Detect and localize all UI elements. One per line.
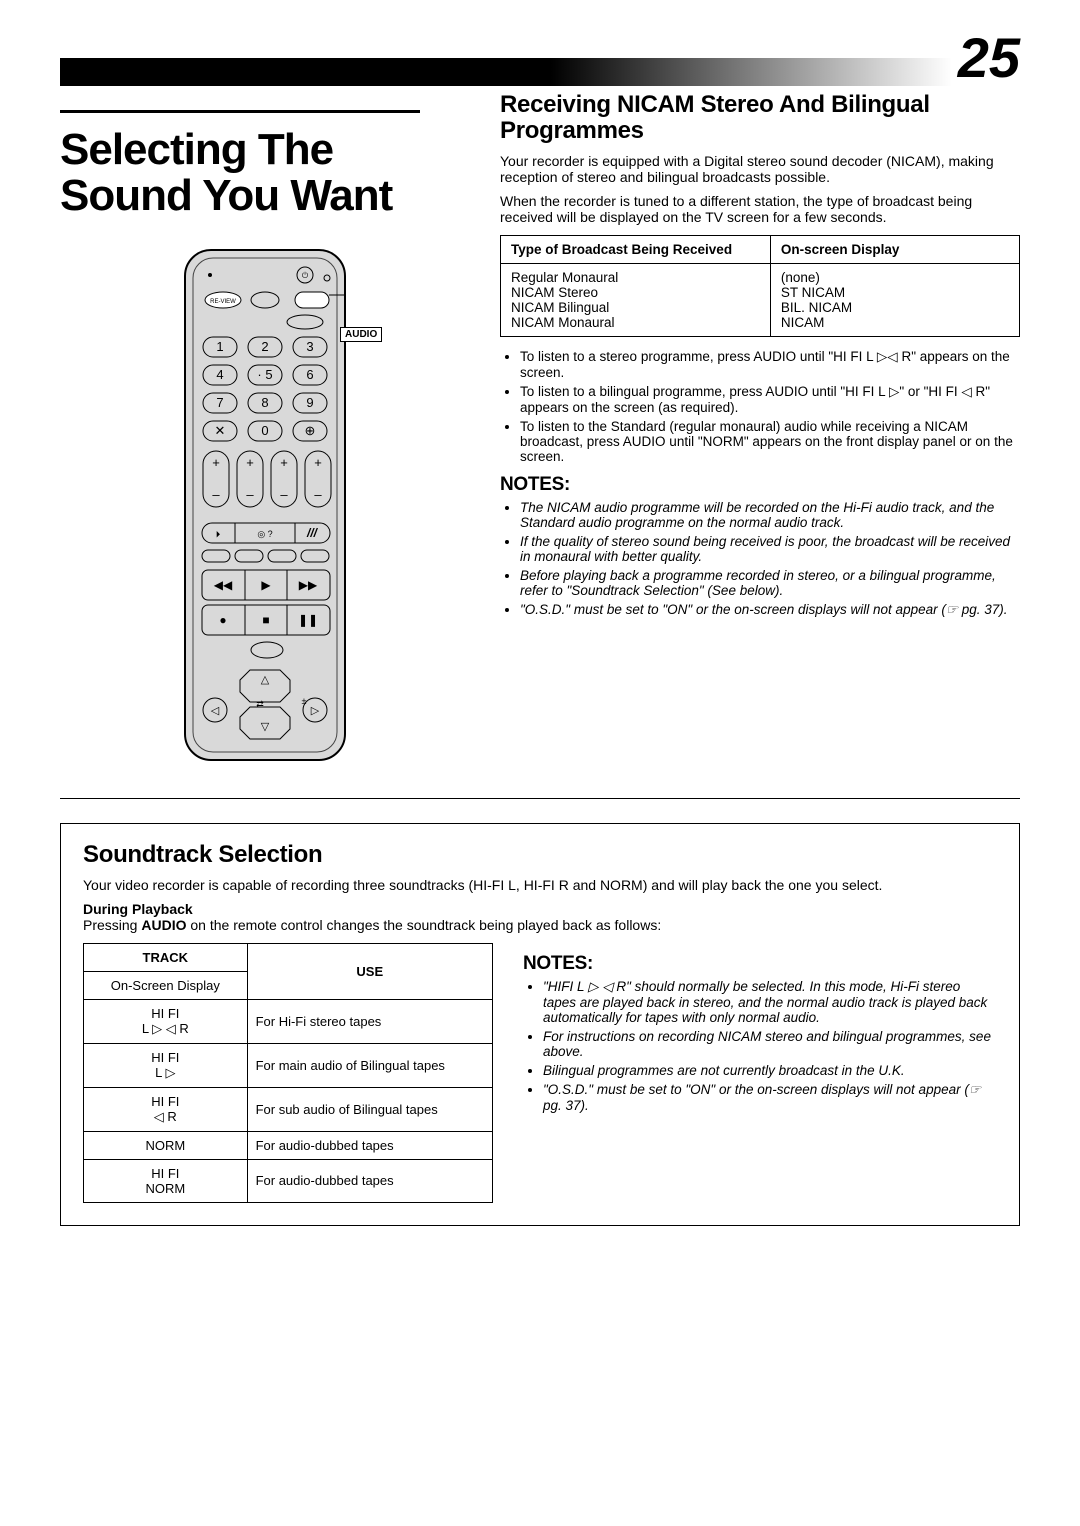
svg-text:–: – xyxy=(314,487,322,502)
btable-c1: Regular Monaural NICAM Stereo NICAM Bili… xyxy=(501,263,771,336)
svg-text:2: 2 xyxy=(261,339,268,354)
svg-text:6: 6 xyxy=(306,367,313,382)
table-row: HI FIL ▷ ◁ RFor Hi-Fi stereo tapes xyxy=(84,999,493,1043)
svg-text:▷: ▷ xyxy=(311,705,320,717)
btable-col2: On-screen Display xyxy=(770,235,1019,263)
svg-text:⊕: ⊕ xyxy=(305,423,316,438)
list-item: "O.S.D." must be set to "ON" or the on-s… xyxy=(543,1082,997,1113)
svg-text:◎ ?: ◎ ? xyxy=(257,529,272,539)
th-osd: On-Screen Display xyxy=(84,971,248,999)
list-item: To listen to a bilingual programme, pres… xyxy=(520,384,1020,415)
nicam-p1: Your recorder is equipped with a Digital… xyxy=(500,153,1020,185)
svg-text:⇄: ⇄ xyxy=(256,699,264,709)
table-row: HI FIL ▷For main audio of Bilingual tape… xyxy=(84,1043,493,1087)
svg-text:1: 1 xyxy=(216,339,223,354)
nicam-heading: Receiving NICAM Stereo And Bilingual Pro… xyxy=(500,92,1020,145)
nicam-bullets: To listen to a stereo programme, press A… xyxy=(500,349,1020,464)
notes-list: The NICAM audio programme will be record… xyxy=(500,500,1020,618)
svg-text:RE-VIEW: RE-VIEW xyxy=(210,299,236,305)
svg-text:⏵: ⏵ xyxy=(216,529,221,539)
st-notes-list: "HIFI L ▷ ◁ R" should normally be select… xyxy=(523,979,997,1113)
st-notes-heading: NOTES: xyxy=(523,953,997,975)
svg-text:///: /// xyxy=(306,526,319,540)
header-bar: 25 xyxy=(60,30,1020,86)
svg-text:■: ■ xyxy=(262,613,269,627)
svg-text:✕: ✕ xyxy=(215,423,226,438)
page-title: Selecting The Sound You Want xyxy=(60,127,470,219)
table-row: NORMFor audio-dubbed tapes xyxy=(84,1131,493,1159)
svg-text:◀◀: ◀◀ xyxy=(214,578,233,592)
svg-text:4: 4 xyxy=(216,367,223,382)
svg-text:▶▶: ▶▶ xyxy=(299,578,318,592)
list-item: Bilingual programmes are not currently b… xyxy=(543,1063,997,1078)
list-item: If the quality of stereo sound being rec… xyxy=(520,534,1020,564)
svg-text:9: 9 xyxy=(306,395,313,410)
svg-text:–: – xyxy=(246,487,254,502)
during-text: Pressing AUDIO on the remote control cha… xyxy=(83,917,997,933)
list-item: Before playing back a programme recorded… xyxy=(520,568,1020,598)
btable-c2: (none) ST NICAM BIL. NICAM NICAM xyxy=(770,263,1019,336)
svg-text:+: + xyxy=(280,455,288,470)
th-track: TRACK xyxy=(84,943,248,971)
soundtrack-intro: Your video recorder is capable of record… xyxy=(83,877,997,893)
svg-text:⏻: ⏻ xyxy=(302,271,309,280)
svg-text:●: ● xyxy=(219,613,226,627)
page-number: 25 xyxy=(958,30,1020,86)
svg-text:7: 7 xyxy=(216,395,223,410)
table-row: HI FI◁ RFor sub audio of Bilingual tapes xyxy=(84,1087,493,1131)
btable-col1: Type of Broadcast Being Received xyxy=(501,235,771,263)
svg-text:◁: ◁ xyxy=(211,705,220,717)
list-item: For instructions on recording NICAM ster… xyxy=(543,1029,997,1059)
svg-text:+: + xyxy=(246,455,254,470)
soundtrack-section: Soundtrack Selection Your video recorder… xyxy=(60,823,1020,1225)
svg-text:· 5: · 5 xyxy=(257,367,272,382)
list-item: To listen to a stereo programme, press A… xyxy=(520,349,1020,380)
remote-icon: ⏻ RE-VIEW 1 2 3 4 · 5 6 xyxy=(155,245,375,765)
list-item: "HIFI L ▷ ◁ R" should normally be select… xyxy=(543,979,997,1025)
nicam-p2: When the recorder is tuned to a differen… xyxy=(500,193,1020,225)
svg-text:+: + xyxy=(314,455,322,470)
list-item: The NICAM audio programme will be record… xyxy=(520,500,1020,530)
list-item: "O.S.D." must be set to "ON" or the on-s… xyxy=(520,602,1020,618)
th-use: USE xyxy=(247,943,492,999)
svg-text:3: 3 xyxy=(306,339,313,354)
svg-text:8: 8 xyxy=(261,395,268,410)
svg-text:❚❚: ❚❚ xyxy=(298,613,318,627)
svg-text:±: ± xyxy=(302,696,307,706)
svg-text:▽: ▽ xyxy=(261,721,270,733)
list-item: To listen to the Standard (regular monau… xyxy=(520,419,1020,464)
track-table: TRACK USE On-Screen Display HI FIL ▷ ◁ R… xyxy=(83,943,493,1203)
notes-heading: NOTES: xyxy=(500,474,1020,496)
svg-text:+: + xyxy=(212,455,220,470)
svg-text:–: – xyxy=(212,487,220,502)
heading-rule xyxy=(60,110,420,113)
svg-text:–: – xyxy=(280,487,288,502)
table-row: HI FINORMFor audio-dubbed tapes xyxy=(84,1159,493,1202)
soundtrack-heading: Soundtrack Selection xyxy=(83,842,997,868)
gradient-bar xyxy=(60,58,952,86)
during-heading: During Playback xyxy=(83,901,997,917)
audio-callout-label: AUDIO xyxy=(340,327,382,342)
broadcast-table: Type of Broadcast Being Received On-scre… xyxy=(500,235,1020,337)
svg-text:△: △ xyxy=(261,674,270,686)
svg-text:0: 0 xyxy=(261,423,268,438)
svg-text:▶: ▶ xyxy=(261,578,271,592)
remote-illustration: AUDIO ⏻ RE-VIEW xyxy=(60,245,470,768)
